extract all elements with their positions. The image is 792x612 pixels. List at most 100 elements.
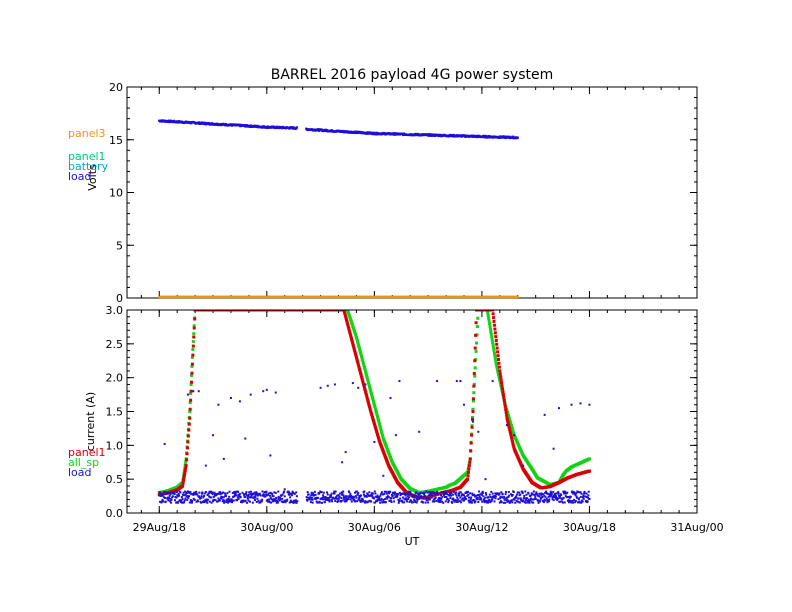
data-point — [489, 330, 493, 334]
data-point — [205, 498, 208, 501]
data-point — [520, 498, 523, 501]
data-point — [214, 499, 217, 502]
data-point — [510, 426, 514, 430]
data-point — [181, 484, 185, 488]
data-point — [343, 497, 346, 500]
data-point — [176, 494, 179, 497]
data-point — [348, 495, 351, 498]
data-point — [351, 497, 354, 500]
data-point — [179, 491, 182, 494]
data-point — [470, 433, 474, 437]
data-point — [333, 492, 336, 495]
data-point — [388, 499, 391, 502]
data-point — [575, 495, 578, 498]
data-point — [465, 497, 468, 500]
data-point — [221, 492, 223, 495]
data-point — [551, 495, 554, 498]
data-point — [559, 495, 562, 498]
data-point — [190, 373, 194, 377]
data-point — [367, 403, 371, 407]
data-point — [188, 416, 192, 420]
data-point — [280, 494, 283, 497]
data-point — [192, 493, 195, 496]
data-point — [486, 311, 490, 315]
data-point — [227, 497, 230, 500]
data-point — [231, 492, 234, 495]
data-point — [315, 497, 318, 500]
data-point — [537, 499, 540, 502]
data-point — [244, 499, 247, 502]
data-point — [375, 415, 379, 419]
data-point — [362, 500, 365, 503]
data-point — [405, 492, 408, 495]
data-point — [384, 498, 387, 501]
series-all_sp — [157, 310, 591, 495]
data-point — [558, 496, 561, 499]
data-point — [557, 490, 560, 493]
data-point — [360, 497, 363, 500]
data-point — [375, 413, 379, 417]
data-point — [326, 493, 329, 496]
data-point — [432, 491, 435, 494]
data-point — [563, 501, 566, 504]
data-point — [511, 429, 515, 433]
data-point — [390, 493, 393, 496]
data-point — [277, 490, 280, 493]
data-point — [374, 495, 377, 498]
data-point — [497, 376, 501, 380]
data-point — [574, 501, 577, 504]
data-point — [164, 500, 167, 503]
data-point — [440, 497, 443, 500]
data-point — [383, 501, 386, 504]
data-point — [577, 491, 580, 494]
data-point — [242, 499, 245, 502]
data-point — [415, 491, 418, 494]
data-point — [359, 352, 363, 356]
data-point — [374, 501, 377, 504]
data-point — [470, 496, 473, 499]
data-point — [354, 354, 358, 358]
data-point — [343, 500, 346, 503]
data-point — [422, 495, 425, 498]
data-point — [186, 434, 190, 438]
data-point — [360, 377, 364, 381]
data-point — [537, 501, 540, 504]
data-point — [189, 382, 193, 386]
data-point — [415, 501, 418, 504]
data-point — [266, 500, 269, 503]
data-point — [373, 423, 377, 427]
data-point — [349, 492, 352, 495]
data-point — [215, 500, 218, 503]
data-point — [316, 501, 319, 504]
data-point — [271, 500, 274, 503]
data-point — [476, 498, 479, 501]
data-point — [582, 494, 585, 497]
data-point — [477, 500, 480, 503]
data-point — [556, 497, 559, 500]
series-panel3 — [158, 295, 519, 299]
data-point — [354, 335, 358, 339]
data-point — [523, 497, 526, 500]
data-point — [354, 500, 357, 503]
data-point — [402, 496, 405, 499]
data-point — [224, 493, 227, 496]
data-point — [430, 496, 433, 499]
data-point — [239, 495, 242, 498]
data-point — [344, 316, 348, 320]
data-point — [388, 492, 391, 495]
data-point — [557, 492, 560, 495]
data-point — [161, 498, 164, 501]
data-point — [506, 422, 510, 426]
data-point — [228, 495, 231, 498]
data-point — [561, 497, 564, 500]
data-point — [375, 431, 379, 435]
data-point — [559, 500, 562, 503]
data-point — [294, 499, 297, 502]
data-point — [201, 491, 204, 494]
data-point — [348, 330, 352, 334]
data-point — [533, 493, 536, 496]
data-point — [462, 494, 465, 497]
data-point — [384, 501, 387, 504]
data-point — [423, 491, 426, 494]
